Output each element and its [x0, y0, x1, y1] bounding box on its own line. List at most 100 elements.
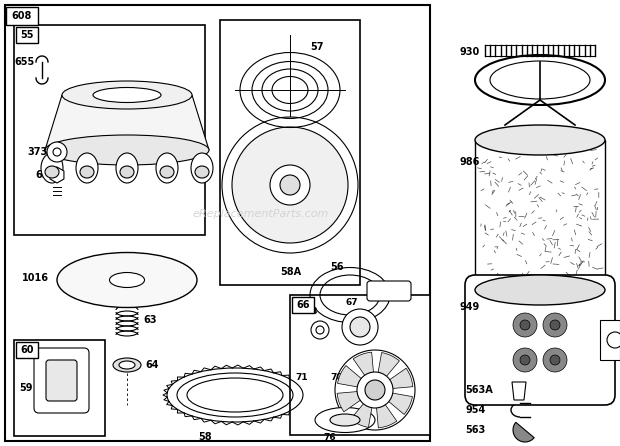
Circle shape: [222, 117, 358, 253]
Ellipse shape: [120, 166, 134, 178]
Text: 71: 71: [295, 373, 308, 382]
Ellipse shape: [110, 273, 144, 288]
Text: 930: 930: [460, 47, 481, 57]
Wedge shape: [375, 368, 413, 390]
Wedge shape: [337, 366, 375, 390]
Bar: [220, 20, 360, 285]
Text: eReplacementParts.com: eReplacementParts.com: [192, 209, 329, 219]
Ellipse shape: [330, 414, 360, 426]
Circle shape: [520, 355, 530, 365]
Text: 60: 60: [20, 345, 33, 355]
Ellipse shape: [41, 153, 63, 183]
Ellipse shape: [156, 153, 178, 183]
FancyBboxPatch shape: [367, 281, 411, 301]
Circle shape: [232, 127, 348, 243]
Ellipse shape: [45, 166, 59, 178]
Bar: [290, 295, 430, 435]
Text: 56: 56: [330, 262, 343, 272]
Bar: [600, 320, 620, 360]
Ellipse shape: [113, 358, 141, 372]
Ellipse shape: [475, 275, 605, 305]
Ellipse shape: [315, 408, 375, 433]
Ellipse shape: [45, 135, 209, 165]
Bar: [16, 342, 38, 358]
Bar: [5, 5, 430, 441]
Wedge shape: [353, 352, 375, 390]
Text: 986: 986: [460, 157, 481, 167]
Ellipse shape: [57, 252, 197, 307]
Text: 64: 64: [145, 360, 159, 370]
Bar: [14, 25, 205, 235]
Circle shape: [357, 372, 393, 408]
Polygon shape: [512, 382, 526, 400]
Ellipse shape: [160, 166, 174, 178]
FancyBboxPatch shape: [46, 360, 77, 401]
Circle shape: [513, 348, 537, 372]
Circle shape: [280, 175, 300, 195]
Text: 58A: 58A: [280, 267, 301, 277]
Circle shape: [520, 320, 530, 330]
Text: 76: 76: [324, 433, 336, 442]
Text: 949: 949: [460, 302, 481, 312]
Circle shape: [342, 309, 378, 345]
Text: 57: 57: [310, 42, 324, 52]
Circle shape: [513, 313, 537, 337]
FancyBboxPatch shape: [34, 348, 89, 413]
Text: 1016: 1016: [22, 273, 49, 283]
Ellipse shape: [195, 166, 209, 178]
FancyBboxPatch shape: [465, 275, 615, 405]
Wedge shape: [375, 353, 399, 390]
Circle shape: [607, 332, 620, 348]
Text: 563A: 563A: [465, 385, 493, 395]
Bar: [16, 27, 38, 43]
Wedge shape: [350, 390, 375, 427]
Circle shape: [543, 348, 567, 372]
Text: 59: 59: [19, 383, 32, 393]
Text: 68: 68: [306, 307, 318, 316]
Text: 655: 655: [14, 57, 34, 67]
Text: 63: 63: [143, 315, 156, 325]
Circle shape: [311, 321, 329, 339]
Text: 65: 65: [35, 170, 48, 180]
Ellipse shape: [119, 361, 135, 369]
Circle shape: [550, 320, 560, 330]
Text: 563: 563: [465, 425, 485, 435]
Bar: [6, 7, 38, 25]
Circle shape: [543, 313, 567, 337]
Ellipse shape: [62, 81, 192, 109]
Bar: [475, 140, 605, 290]
Text: 66: 66: [296, 300, 310, 310]
Bar: [14, 340, 105, 436]
Ellipse shape: [76, 153, 98, 183]
Text: 55: 55: [20, 30, 33, 40]
Circle shape: [53, 148, 61, 156]
Circle shape: [270, 165, 310, 205]
Circle shape: [335, 350, 415, 430]
Ellipse shape: [490, 61, 590, 99]
Text: 67: 67: [346, 298, 358, 307]
Text: 70: 70: [330, 373, 342, 382]
Ellipse shape: [475, 125, 605, 155]
Polygon shape: [50, 167, 64, 183]
Polygon shape: [45, 95, 209, 150]
Circle shape: [47, 142, 67, 162]
Ellipse shape: [475, 55, 605, 105]
Ellipse shape: [80, 166, 94, 178]
Ellipse shape: [191, 153, 213, 183]
Bar: [292, 297, 314, 313]
Circle shape: [365, 380, 385, 400]
Circle shape: [316, 326, 324, 334]
Text: 58: 58: [198, 432, 212, 442]
Text: 608: 608: [12, 11, 32, 21]
Text: 954: 954: [465, 405, 485, 415]
Circle shape: [550, 355, 560, 365]
Ellipse shape: [165, 368, 305, 422]
Wedge shape: [375, 390, 397, 428]
Wedge shape: [513, 422, 534, 442]
Text: 373: 373: [27, 147, 47, 157]
Wedge shape: [375, 390, 412, 414]
Ellipse shape: [116, 153, 138, 183]
Ellipse shape: [93, 87, 161, 103]
Circle shape: [350, 317, 370, 337]
Wedge shape: [337, 390, 375, 412]
